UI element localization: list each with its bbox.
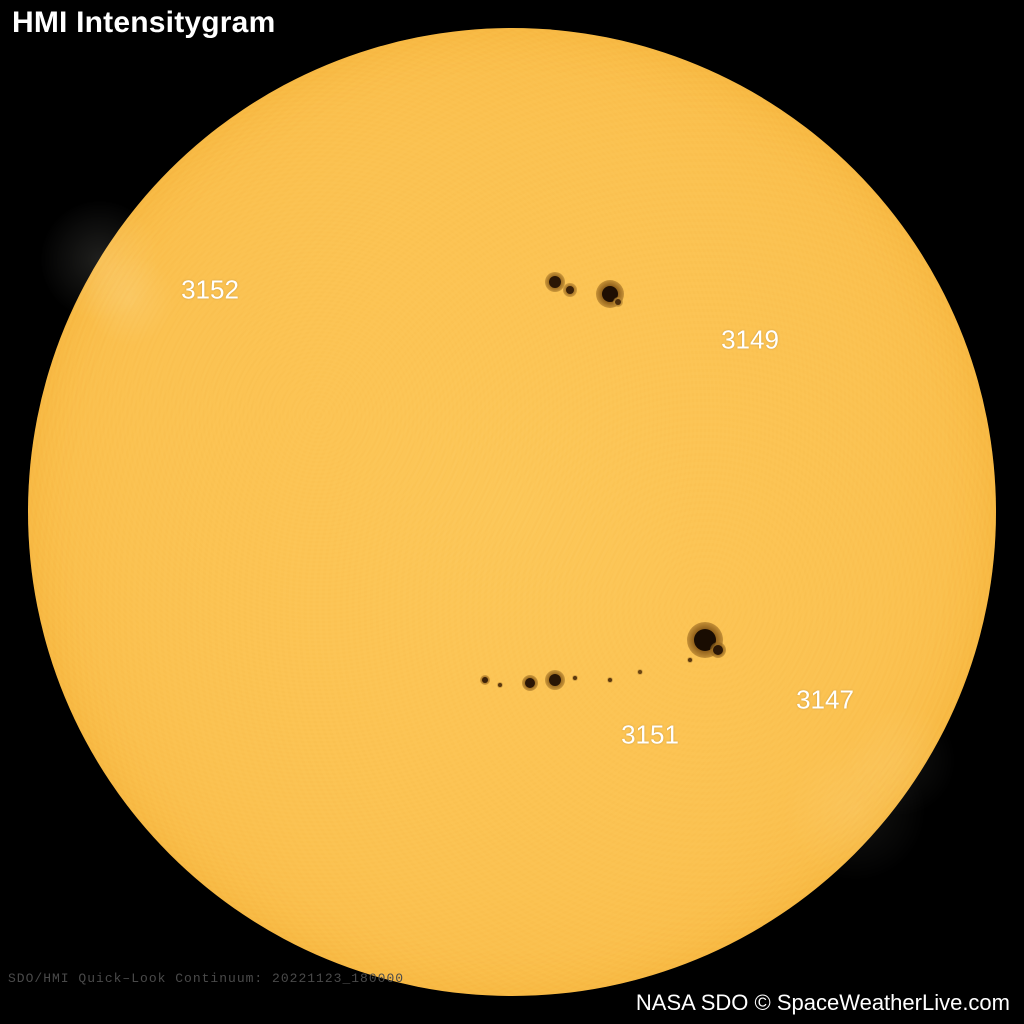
sunspot-umbra xyxy=(615,299,621,305)
image-title: HMI Intensitygram xyxy=(12,6,275,40)
sunspot-umbra xyxy=(482,677,488,683)
facula xyxy=(845,705,955,815)
sunspot-umbra xyxy=(573,676,577,680)
sunspot-umbra xyxy=(498,683,502,687)
active-region-label-3151: 3151 xyxy=(621,720,679,751)
sunspot-umbra xyxy=(549,674,561,686)
footer-metadata: SDO/HMI Quick–Look Continuum: 20221123_1… xyxy=(8,971,404,986)
sunspot-umbra xyxy=(549,276,561,288)
sunspot-umbra xyxy=(608,678,612,682)
sunspot-umbra xyxy=(525,678,535,688)
sunspot-umbra xyxy=(566,286,574,294)
active-region-label-3147: 3147 xyxy=(796,685,854,716)
facula xyxy=(85,255,175,345)
sunspot-umbra xyxy=(713,645,723,655)
sunspot-umbra xyxy=(688,658,692,662)
sunspot-umbra xyxy=(638,670,642,674)
credit-line: NASA SDO © SpaceWeatherLive.com xyxy=(636,990,1010,1016)
active-region-label-3149: 3149 xyxy=(721,325,779,356)
active-region-label-3152: 3152 xyxy=(181,275,239,306)
